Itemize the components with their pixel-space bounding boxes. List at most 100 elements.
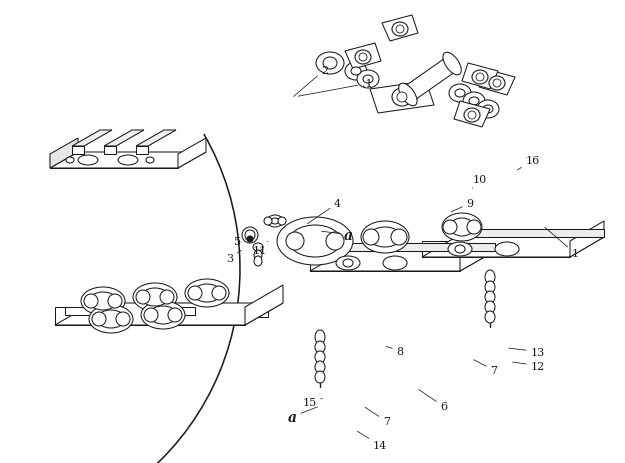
Ellipse shape <box>168 308 182 322</box>
Ellipse shape <box>78 156 98 166</box>
Ellipse shape <box>495 243 519 257</box>
Ellipse shape <box>136 290 150 304</box>
Polygon shape <box>72 147 84 155</box>
Ellipse shape <box>397 93 407 103</box>
Polygon shape <box>460 236 495 271</box>
Polygon shape <box>65 307 115 315</box>
Ellipse shape <box>254 250 262 260</box>
Polygon shape <box>462 64 498 90</box>
Ellipse shape <box>133 283 177 311</box>
Ellipse shape <box>185 279 229 307</box>
Ellipse shape <box>316 53 344 75</box>
Polygon shape <box>570 221 604 257</box>
Ellipse shape <box>89 305 133 333</box>
Text: 7: 7 <box>474 360 498 375</box>
Ellipse shape <box>351 68 361 76</box>
Ellipse shape <box>66 158 74 163</box>
Ellipse shape <box>289 225 341 257</box>
Ellipse shape <box>355 51 371 65</box>
Ellipse shape <box>357 71 379 89</box>
Ellipse shape <box>315 341 325 353</box>
Polygon shape <box>310 251 495 271</box>
Ellipse shape <box>450 219 474 237</box>
Polygon shape <box>382 16 418 42</box>
Ellipse shape <box>448 243 472 257</box>
Ellipse shape <box>383 257 407 270</box>
Ellipse shape <box>188 287 202 300</box>
Ellipse shape <box>253 244 263 251</box>
Ellipse shape <box>489 77 505 91</box>
Ellipse shape <box>193 284 221 302</box>
Ellipse shape <box>315 371 325 383</box>
Ellipse shape <box>84 294 98 308</box>
Ellipse shape <box>116 313 130 326</box>
Ellipse shape <box>361 221 409 253</box>
Ellipse shape <box>392 89 412 107</box>
Ellipse shape <box>485 282 495 294</box>
Ellipse shape <box>315 351 325 363</box>
Ellipse shape <box>345 63 367 81</box>
Ellipse shape <box>118 156 138 166</box>
Ellipse shape <box>443 53 461 75</box>
Ellipse shape <box>485 301 495 313</box>
Ellipse shape <box>467 220 481 234</box>
Text: 6: 6 <box>419 390 447 412</box>
Ellipse shape <box>455 245 465 253</box>
Ellipse shape <box>476 74 484 82</box>
Ellipse shape <box>443 220 457 234</box>
Ellipse shape <box>323 58 337 70</box>
Ellipse shape <box>449 85 471 103</box>
Ellipse shape <box>326 232 344 250</box>
Ellipse shape <box>286 232 304 250</box>
Ellipse shape <box>149 307 177 324</box>
Text: 8: 8 <box>386 346 404 356</box>
Ellipse shape <box>141 301 185 329</box>
Ellipse shape <box>485 311 495 323</box>
Polygon shape <box>345 244 495 251</box>
Ellipse shape <box>81 288 125 315</box>
Text: 7: 7 <box>365 407 390 426</box>
Ellipse shape <box>160 290 174 304</box>
Polygon shape <box>145 307 195 315</box>
Ellipse shape <box>442 213 482 242</box>
Ellipse shape <box>359 54 367 62</box>
Ellipse shape <box>485 291 495 303</box>
Ellipse shape <box>363 76 373 84</box>
Ellipse shape <box>399 84 417 106</box>
Ellipse shape <box>472 71 488 85</box>
Text: 11: 11 <box>253 242 268 256</box>
Polygon shape <box>55 303 283 325</box>
Ellipse shape <box>477 101 499 119</box>
Polygon shape <box>178 139 206 169</box>
Ellipse shape <box>336 257 360 270</box>
Polygon shape <box>454 102 490 128</box>
Text: .1: .1 <box>298 79 372 97</box>
Polygon shape <box>310 256 460 271</box>
Ellipse shape <box>343 259 353 268</box>
Polygon shape <box>422 242 570 257</box>
Text: a: a <box>321 228 353 242</box>
Text: a: a <box>288 407 318 424</box>
Ellipse shape <box>245 231 255 240</box>
Polygon shape <box>72 131 112 147</box>
Polygon shape <box>456 230 604 238</box>
Ellipse shape <box>455 90 465 98</box>
Polygon shape <box>136 147 148 155</box>
Text: 4: 4 <box>308 199 341 224</box>
Ellipse shape <box>97 310 125 328</box>
Text: 3: 3 <box>226 251 241 263</box>
Text: 2: 2 <box>294 65 329 97</box>
Polygon shape <box>50 155 178 169</box>
Ellipse shape <box>271 219 279 225</box>
Polygon shape <box>55 307 245 325</box>
Text: 5: 5 <box>234 237 250 247</box>
Polygon shape <box>50 153 206 169</box>
Ellipse shape <box>396 26 404 34</box>
Ellipse shape <box>264 218 272 225</box>
Ellipse shape <box>242 227 258 244</box>
Polygon shape <box>50 139 78 169</box>
Text: 1: 1 <box>545 228 579 259</box>
Polygon shape <box>345 44 381 70</box>
Ellipse shape <box>315 330 325 344</box>
Polygon shape <box>104 147 116 155</box>
